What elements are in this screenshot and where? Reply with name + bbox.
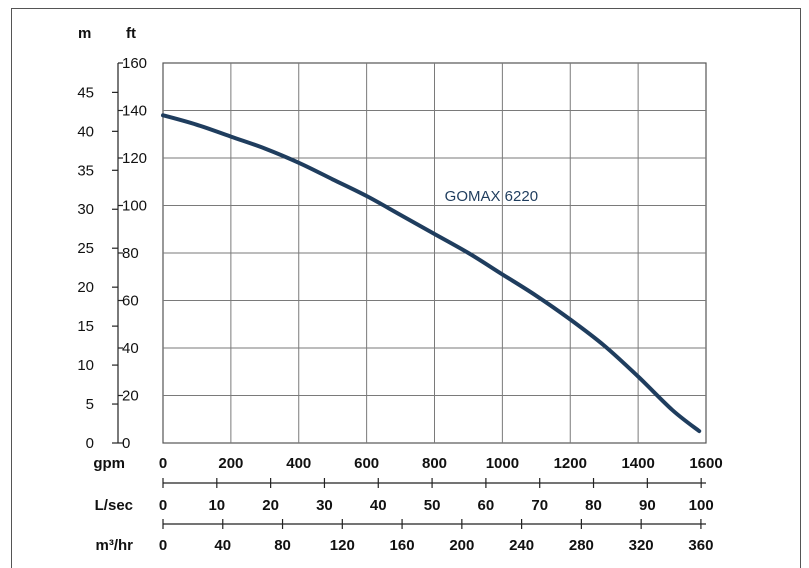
m3hr-tick-label: 320 [629,537,654,554]
gpm-tick-label: 400 [286,455,311,472]
m-tick-label: 15 [77,318,94,335]
m3hr-tick-label: 120 [330,537,355,554]
gpm-tick-label: 0 [159,455,167,472]
m-tick-label: 40 [77,123,94,140]
ft-tick-label: 80 [122,245,139,262]
gpm-tick-label: 800 [422,455,447,472]
ft-tick-label: 140 [122,103,147,120]
m-tick-label: 0 [86,435,94,452]
m3hr-tick-label: 240 [509,537,534,554]
lsec-tick-label: 90 [639,497,656,514]
ft-tick-label: 0 [122,435,130,452]
m-tick-label: 5 [86,396,94,413]
m-tick-label: 10 [77,357,94,374]
m-tick-label: 35 [77,162,94,179]
lsec-tick-label: 50 [424,497,441,514]
lsec-tick-label: 40 [370,497,387,514]
lsec-tick-label: 70 [531,497,548,514]
gpm-tick-label: 600 [354,455,379,472]
m-tick-label: 20 [77,279,94,296]
m3hr-tick-label: 280 [569,537,594,554]
lsec-tick-label: 20 [262,497,279,514]
lsec-tick-label: 100 [689,497,714,514]
gpm-tick-label: 1600 [689,455,722,472]
lsec-tick-label: 60 [478,497,495,514]
m3hr-tick-label: 0 [159,537,167,554]
ft-tick-label: 160 [122,55,147,72]
ft-tick-label: 100 [122,198,147,215]
lsec-tick-label: 30 [316,497,333,514]
chart-frame [11,8,801,568]
series-line-gomax-6220 [161,113,702,434]
lsec-tick-label: 10 [208,497,225,514]
m3hr-axis-unit: m³/hr [96,537,134,554]
m-axis-unit: m [78,25,91,42]
ft-tick-label: 60 [122,293,139,310]
m3hr-tick-label: 80 [274,537,291,554]
lsec-tick-label: 0 [159,497,167,514]
gpm-tick-label: 200 [218,455,243,472]
lsec-axis-unit: L/sec [95,497,133,514]
m3hr-tick-label: 200 [449,537,474,554]
m3hr-tick-label: 40 [214,537,231,554]
m3hr-tick-label: 160 [390,537,415,554]
m-tick-label: 30 [77,201,94,218]
gpm-axis-unit: gpm [93,455,125,472]
gpm-tick-label: 1400 [621,455,654,472]
gpm-tick-label: 1000 [486,455,519,472]
gpm-tick-label: 1200 [554,455,587,472]
lsec-tick-label: 80 [585,497,602,514]
series-label: GOMAX 6220 [445,188,538,205]
m3hr-tick-label: 360 [688,537,713,554]
m-tick-label: 25 [77,240,94,257]
ft-axis-unit: ft [126,25,136,42]
ft-tick-label: 40 [122,340,139,357]
ft-tick-label: 120 [122,150,147,167]
ft-tick-label: 20 [122,388,139,405]
m-tick-label: 45 [77,84,94,101]
